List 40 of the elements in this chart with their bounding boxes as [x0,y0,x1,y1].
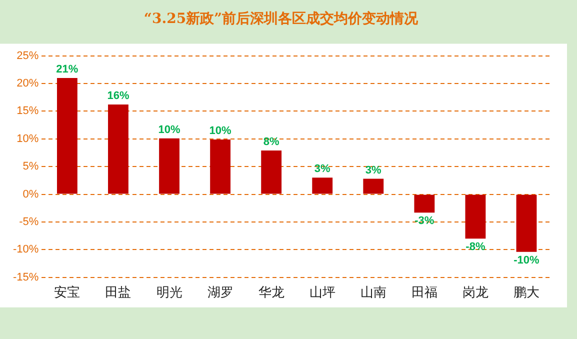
bar [210,139,230,194]
bar [56,78,78,194]
bar [465,194,486,239]
x-tick-label: 湖罗 [207,286,234,301]
data-label: 21% [56,63,78,76]
y-tick-label: 5% [22,160,39,173]
data-label: -8% [466,241,486,254]
bar [363,178,384,194]
y-tick-label: 10% [16,132,39,145]
y-tick-label: 25% [16,50,39,62]
x-tick-label: 华龙 [258,286,284,301]
data-label: 3% [314,163,331,176]
bar [108,104,128,194]
data-label: 3% [365,164,382,176]
data-label: 10% [158,124,180,136]
x-tick-label: 山南 [360,286,386,301]
bar [516,194,537,252]
data-label: 10% [209,124,232,137]
x-tick-label: 明光 [156,286,182,301]
data-label: -10% [514,254,540,266]
y-tick-label: 15% [16,105,39,118]
x-tick-label: 岗龙 [462,286,488,301]
data-label: 16% [107,90,130,102]
bar [159,138,180,194]
y-tick-label: -5% [19,216,39,228]
y-tick-label: -15% [12,271,39,284]
x-tick-label: 鹏大 [513,286,540,301]
y-tick-label: 20% [16,78,39,90]
chart-title: “3.25新政”前后深圳各区成交均价变动情况 [144,10,420,28]
y-tick-label: -10% [12,244,39,256]
x-tick-label: 安宝 [54,284,80,301]
x-tick-label: 田福 [411,286,438,301]
bar [312,178,333,194]
x-tick-label: 田盐 [105,286,132,301]
y-tick-label: 0% [22,188,39,200]
data-label: -3% [414,215,434,228]
bar [261,150,282,194]
data-label: 8% [263,136,280,148]
bar [414,194,435,213]
x-tick-label: 山坪 [309,286,336,301]
